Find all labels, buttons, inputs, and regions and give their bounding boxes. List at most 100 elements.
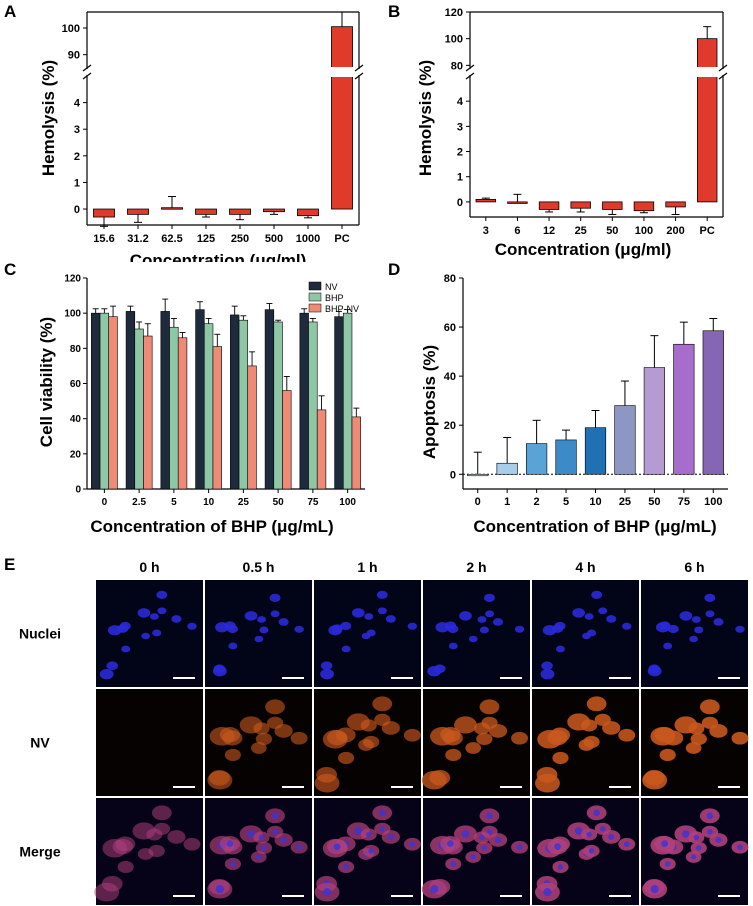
cell-blob [735, 625, 745, 633]
bar-nv [230, 314, 240, 490]
merge-nucleus [354, 827, 363, 835]
chart-c-y-title: Cell viability (%) [37, 317, 56, 447]
chart-d-x-title: Concentration of BHP (μg/mL) [473, 517, 716, 536]
cell-blob [376, 590, 388, 599]
panel-label-d: D [388, 260, 401, 279]
cell-blob [187, 622, 197, 630]
cell-blob [454, 716, 477, 734]
merge-nucleus [247, 830, 255, 838]
merge-nucleus [379, 826, 386, 832]
x-tick-label: 5 [171, 497, 177, 508]
cell-blob [360, 719, 377, 732]
y-tick-label: 40 [444, 371, 456, 383]
timepoint-label: 1 h [357, 559, 377, 575]
cell-blob [448, 642, 458, 650]
cell-blob [556, 645, 565, 653]
x-tick-label: 25 [619, 496, 631, 508]
merge-nucleus [588, 848, 595, 854]
micrograph-tile [96, 689, 203, 796]
merge-nucleus [554, 843, 561, 851]
y-tick-label: 2 [457, 147, 463, 159]
cell-blob [535, 773, 560, 793]
cell-blob [492, 618, 504, 626]
bar [602, 201, 623, 210]
y-tick-label: 60 [70, 379, 82, 390]
bar-bhp-nv [351, 416, 361, 490]
cell-blob [581, 719, 598, 732]
cell-blob [583, 735, 600, 749]
merge-nucleus [486, 812, 493, 820]
legend-swatch-bhp-nv [308, 303, 322, 313]
legend-label-bhp-nv: BHP-NV [325, 304, 359, 314]
merge-nucleus [479, 834, 485, 841]
channel-label: Nuclei [19, 626, 61, 642]
cell-blob [259, 626, 269, 634]
cell-blob [341, 645, 351, 653]
axis-break-mark [465, 72, 475, 80]
bar-lower [696, 75, 718, 203]
cell-blob [338, 751, 355, 764]
cell-blob [699, 699, 720, 715]
cell-blob [137, 608, 151, 618]
cell-blob [183, 837, 201, 851]
cell-blob [290, 731, 308, 745]
cell-blob [572, 608, 586, 618]
cell-blob [444, 621, 457, 630]
cell-blob [690, 732, 707, 746]
y-tick-label: 80 [451, 60, 463, 72]
timepoint-label: 2 h [466, 559, 486, 575]
cell-blob [647, 665, 662, 677]
cell-blob [265, 699, 285, 715]
cell-blob [731, 731, 749, 745]
bar-upper [331, 26, 353, 69]
merge-nucleus [271, 812, 279, 820]
axis-break-gap [355, 69, 363, 75]
y-tick-label: 0 [457, 197, 463, 209]
cell-blob [421, 770, 447, 790]
merge-nucleus [665, 861, 671, 867]
cell-blob [117, 624, 129, 633]
x-tick-label: 250 [231, 233, 249, 245]
y-tick-label: 4 [74, 98, 81, 110]
bar-bhp [99, 312, 110, 490]
cell-blob [468, 635, 478, 643]
chart-a-x-title: Concentration (μg/ml) [130, 251, 307, 262]
legend-swatch-bhp [308, 292, 322, 302]
chart-d-y-title: Apoptosis (%) [420, 345, 439, 459]
cell-blob [688, 722, 705, 735]
merge-nucleus [366, 831, 372, 838]
merge-nucleus [296, 844, 302, 851]
cell-blob [212, 665, 227, 677]
merge-nucleus [378, 809, 386, 817]
y-tick-label: 1 [74, 177, 80, 189]
chart-a-y-title: Hemolysis (%) [39, 60, 58, 176]
cell-blob [257, 616, 266, 623]
axis-break-gap [466, 69, 474, 75]
bar-nv [264, 309, 275, 490]
x-tick-label: 10 [203, 497, 215, 508]
y-tick-label: 2 [74, 151, 80, 163]
axis-break-mark [354, 72, 364, 80]
y-tick-label: 100 [445, 34, 463, 46]
y-tick-label: 0 [74, 204, 80, 216]
channel-label: NV [30, 735, 50, 751]
legend-swatch-nv [308, 281, 322, 291]
bar [229, 208, 251, 215]
merge-nucleus [450, 861, 456, 867]
cell-blob [251, 742, 267, 754]
bar-bhp [169, 326, 179, 490]
merge-nucleus [368, 848, 374, 854]
bar [195, 208, 217, 215]
bar-break-gap [696, 67, 718, 77]
merge-nucleus [343, 864, 349, 870]
cell-blob [618, 728, 636, 742]
merge-nucleus [481, 845, 488, 851]
cell-blob [340, 621, 352, 631]
x-tick-label: 500 [265, 233, 283, 245]
cell-blob [274, 724, 293, 738]
cell-blob [606, 615, 617, 623]
cell-blob [270, 610, 280, 618]
bar-nv [195, 309, 205, 490]
bar-break-gap [330, 67, 354, 77]
merge-nucleus [715, 836, 722, 844]
